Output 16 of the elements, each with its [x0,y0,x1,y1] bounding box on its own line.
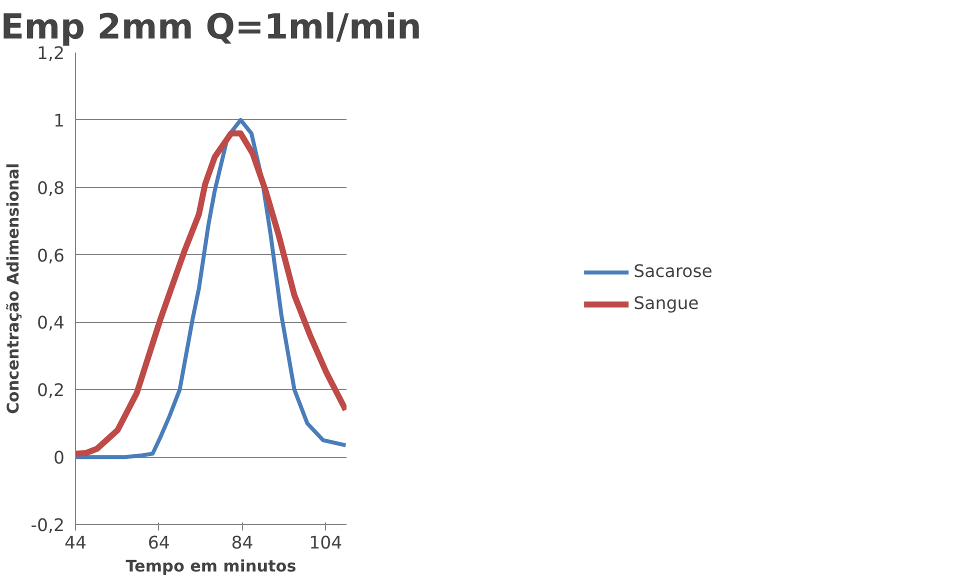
x-tick-label: 104 [309,534,342,554]
x-tick-label: 64 [148,534,170,554]
y-tick-label: 0 [53,448,65,469]
legend-label: Sangue [634,294,699,314]
y-axis-title: Concentração Adimensional [4,163,23,414]
y-tick-label: 0,2 [36,381,65,402]
y-tick-label: -0,2 [30,516,64,536]
y-tick-label: 1 [53,111,65,132]
x-tick-label: 44 [64,534,87,554]
chart-title: Emp 2mm Q=1ml/min [0,8,422,48]
y-tick-label: 0,6 [36,246,65,266]
x-axis-title: Tempo em minutos [126,556,296,576]
y-tick-label: 0,4 [36,314,65,334]
y-tick-label: 0,8 [36,178,65,199]
x-tick-label: 84 [231,534,254,554]
legend-label: Sacarose [634,262,712,282]
